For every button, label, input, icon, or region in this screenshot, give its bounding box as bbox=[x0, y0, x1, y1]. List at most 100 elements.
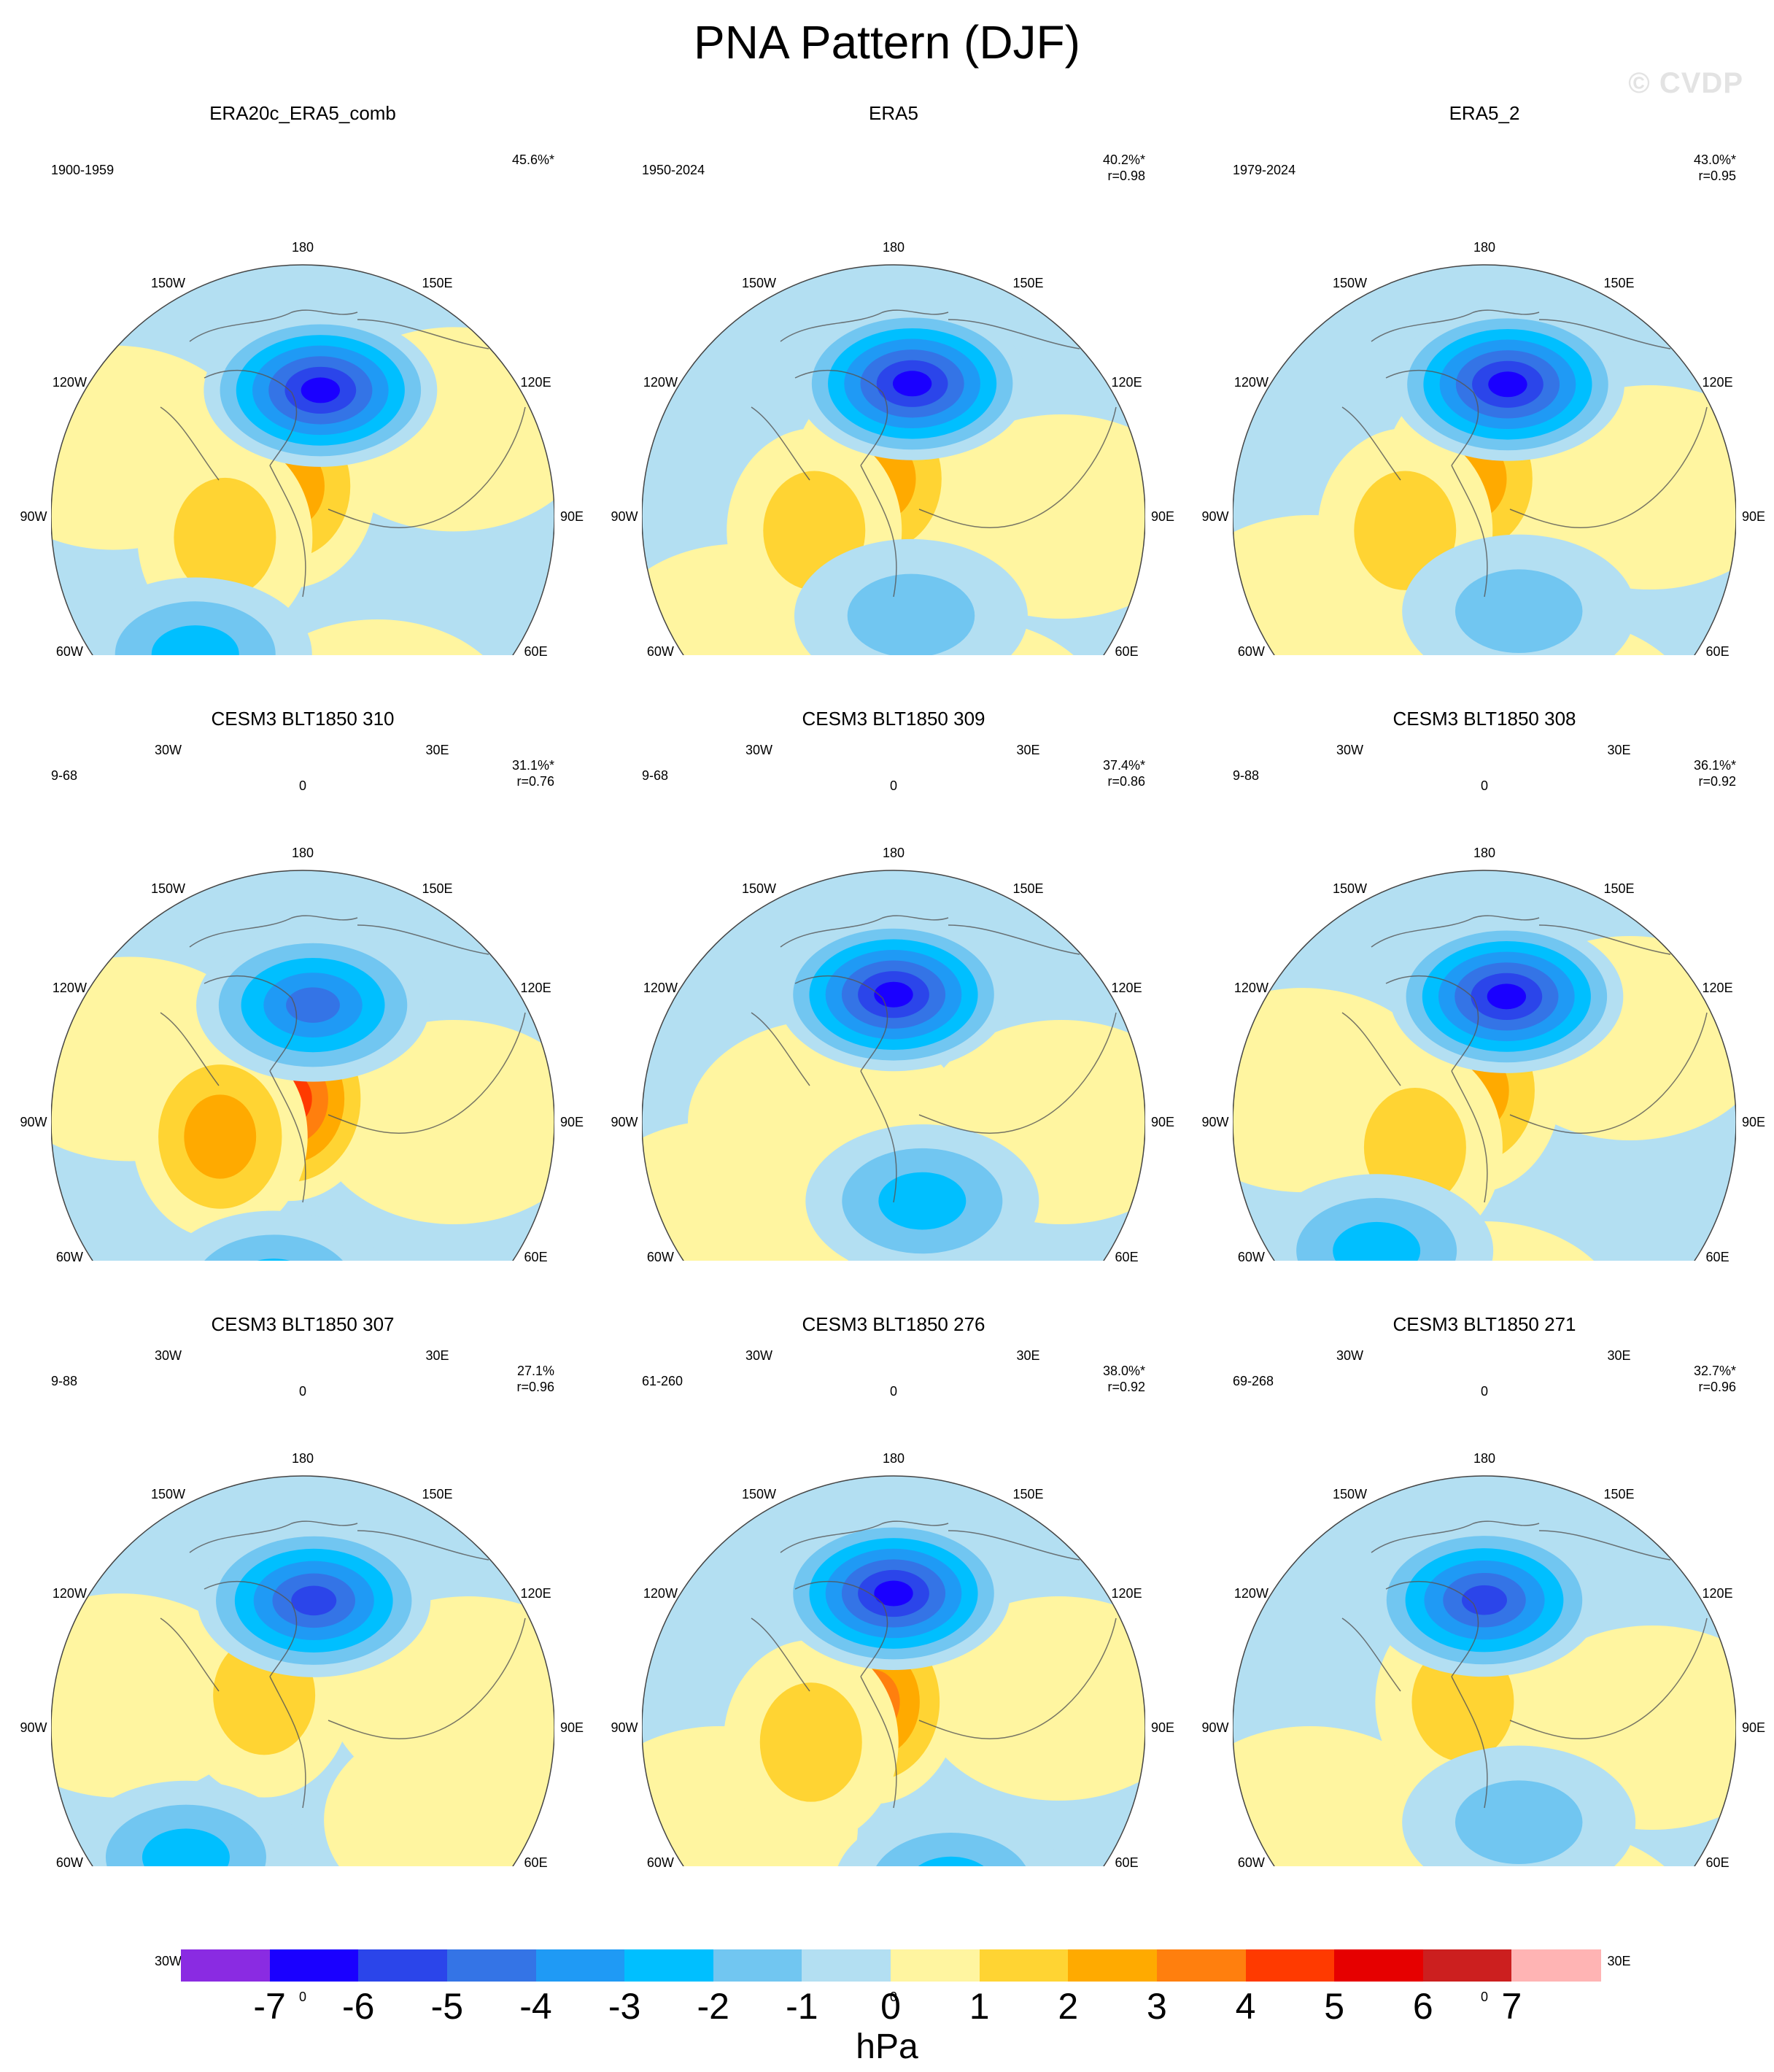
colorbar bbox=[181, 1949, 1600, 1982]
polar-map bbox=[51, 1312, 554, 1866]
longitude-label: 60W bbox=[643, 643, 678, 660]
polar-map bbox=[1233, 706, 1736, 1261]
figure: PNA Pattern (DJF) © CVDP ERA20c_ERA5_com… bbox=[0, 0, 1774, 2072]
map-panel: ERA5 1950-2024 40.2%* r=0.98 180 150E 120E 90E 6… bbox=[642, 101, 1145, 655]
map-panel: CESM3 BLT1850 308 9-88 36.1%* r=0.92 180 150E… bbox=[1233, 706, 1736, 1261]
colorbar-tick-label: -6 bbox=[329, 1984, 387, 2028]
longitude-label: 60E bbox=[519, 1855, 554, 1871]
longitude-label: 120W bbox=[52, 980, 87, 996]
longitude-label: 90W bbox=[607, 1114, 642, 1130]
colorbar-box bbox=[1334, 1949, 1423, 1982]
longitude-label: 180 bbox=[1467, 239, 1502, 255]
longitude-label: 150E bbox=[420, 881, 455, 897]
colorbar-box bbox=[1068, 1949, 1157, 1982]
longitude-label: 150W bbox=[742, 275, 777, 291]
low-contour bbox=[1455, 1780, 1583, 1864]
colorbar-tick-label: -3 bbox=[595, 1984, 654, 2028]
longitude-label: 90E bbox=[1736, 1720, 1771, 1736]
longitude-label: 60E bbox=[1109, 643, 1144, 660]
longitude-label: 150E bbox=[1602, 881, 1637, 897]
colorbar-box bbox=[1157, 1949, 1246, 1982]
longitude-label: 150W bbox=[151, 881, 186, 897]
low-contour bbox=[1487, 983, 1526, 1009]
colorbar-box bbox=[181, 1949, 270, 1982]
longitude-label: 90W bbox=[16, 509, 51, 525]
longitude-label: 150E bbox=[1011, 275, 1046, 291]
longitude-label: 180 bbox=[876, 1450, 911, 1466]
low-contour bbox=[1488, 371, 1527, 397]
longitude-label: 90W bbox=[1198, 509, 1233, 525]
longitude-label: 150E bbox=[1011, 1486, 1046, 1502]
colorbar-tick-label: 7 bbox=[1482, 1984, 1541, 2028]
longitude-label: 120E bbox=[519, 980, 554, 996]
longitude-label: 90W bbox=[16, 1720, 51, 1736]
longitude-label: 60E bbox=[519, 1249, 554, 1265]
longitude-label: 150E bbox=[1011, 881, 1046, 897]
longitude-label: 60E bbox=[1700, 1249, 1735, 1265]
longitude-label: 150W bbox=[1333, 881, 1368, 897]
colorbar-box bbox=[1423, 1949, 1512, 1982]
longitude-label: 150W bbox=[151, 1486, 186, 1502]
longitude-label: 90E bbox=[1736, 509, 1771, 525]
colorbar-box bbox=[624, 1949, 713, 1982]
map-panel: CESM3 BLT1850 276 61-260 38.0%* r=0.92 180 15… bbox=[642, 1312, 1145, 1866]
watermark: © CVDP bbox=[1628, 67, 1743, 100]
low-contour bbox=[1455, 569, 1583, 653]
colorbar-box bbox=[447, 1949, 536, 1982]
longitude-label: 60E bbox=[1109, 1855, 1144, 1871]
map-panel: ERA20c_ERA5_comb 1900-1959 45.6%* 180 150E 12… bbox=[51, 101, 554, 655]
longitude-label: 120E bbox=[1109, 980, 1144, 996]
colorbar-box bbox=[713, 1949, 802, 1982]
longitude-label: 120W bbox=[1233, 980, 1268, 996]
map-panel: CESM3 BLT1850 307 9-88 27.1% r=0.96 180 150E 1… bbox=[51, 1312, 554, 1866]
polar-map bbox=[642, 101, 1145, 655]
colorbar-box bbox=[536, 1949, 625, 1982]
longitude-label: 90E bbox=[1145, 1114, 1180, 1130]
longitude-label: 90E bbox=[1145, 509, 1180, 525]
longitude-label: 150W bbox=[1333, 275, 1368, 291]
longitude-label: 180 bbox=[1467, 1450, 1502, 1466]
longitude-label: 90W bbox=[607, 1720, 642, 1736]
colorbar-tick-label: -4 bbox=[507, 1984, 565, 2028]
colorbar-units: hPa bbox=[0, 2025, 1774, 2069]
longitude-label: 120E bbox=[1700, 374, 1735, 390]
polar-map bbox=[1233, 101, 1736, 655]
longitude-label: 60W bbox=[643, 1855, 678, 1871]
longitude-label: 180 bbox=[876, 239, 911, 255]
longitude-label: 150W bbox=[742, 881, 777, 897]
colorbar-tick-label: 1 bbox=[950, 1984, 1009, 2028]
longitude-label: 120W bbox=[1233, 374, 1268, 390]
high-contour bbox=[184, 1094, 256, 1178]
longitude-label: 120E bbox=[519, 1585, 554, 1601]
colorbar-tick-label: 2 bbox=[1039, 1984, 1097, 2028]
map-panel: ERA5_2 1979-2024 43.0%* r=0.95 180 150E 120E 90… bbox=[1233, 101, 1736, 655]
polar-map bbox=[642, 1312, 1145, 1866]
longitude-label: 120W bbox=[52, 374, 87, 390]
colorbar-box bbox=[1246, 1949, 1335, 1982]
longitude-label: 60W bbox=[1233, 643, 1268, 660]
colorbar-tick-label: 4 bbox=[1217, 1984, 1275, 2028]
longitude-label: 60E bbox=[1700, 643, 1735, 660]
colorbar-tick-label: -5 bbox=[418, 1984, 476, 2028]
longitude-label: 150W bbox=[151, 275, 186, 291]
longitude-label: 120W bbox=[643, 1585, 678, 1601]
longitude-label: 90E bbox=[554, 1114, 589, 1130]
longitude-label: 150E bbox=[420, 1486, 455, 1502]
longitude-label: 60W bbox=[643, 1249, 678, 1265]
longitude-label: 90E bbox=[554, 509, 589, 525]
figure-title: PNA Pattern (DJF) bbox=[0, 13, 1774, 71]
longitude-label: 60W bbox=[52, 1249, 87, 1265]
longitude-label: 150E bbox=[1602, 275, 1637, 291]
longitude-label: 120E bbox=[1700, 980, 1735, 996]
longitude-label: 90E bbox=[1145, 1720, 1180, 1736]
low-contour bbox=[893, 371, 931, 396]
longitude-label: 90W bbox=[1198, 1720, 1233, 1736]
longitude-label: 90W bbox=[1198, 1114, 1233, 1130]
longitude-label: 60E bbox=[1700, 1855, 1735, 1871]
longitude-label: 120E bbox=[1109, 1585, 1144, 1601]
longitude-label: 120E bbox=[1700, 1585, 1735, 1601]
colorbar-box bbox=[1511, 1949, 1600, 1982]
high-contour bbox=[760, 1682, 862, 1801]
longitude-label: 60E bbox=[519, 643, 554, 660]
polar-map bbox=[642, 706, 1145, 1261]
